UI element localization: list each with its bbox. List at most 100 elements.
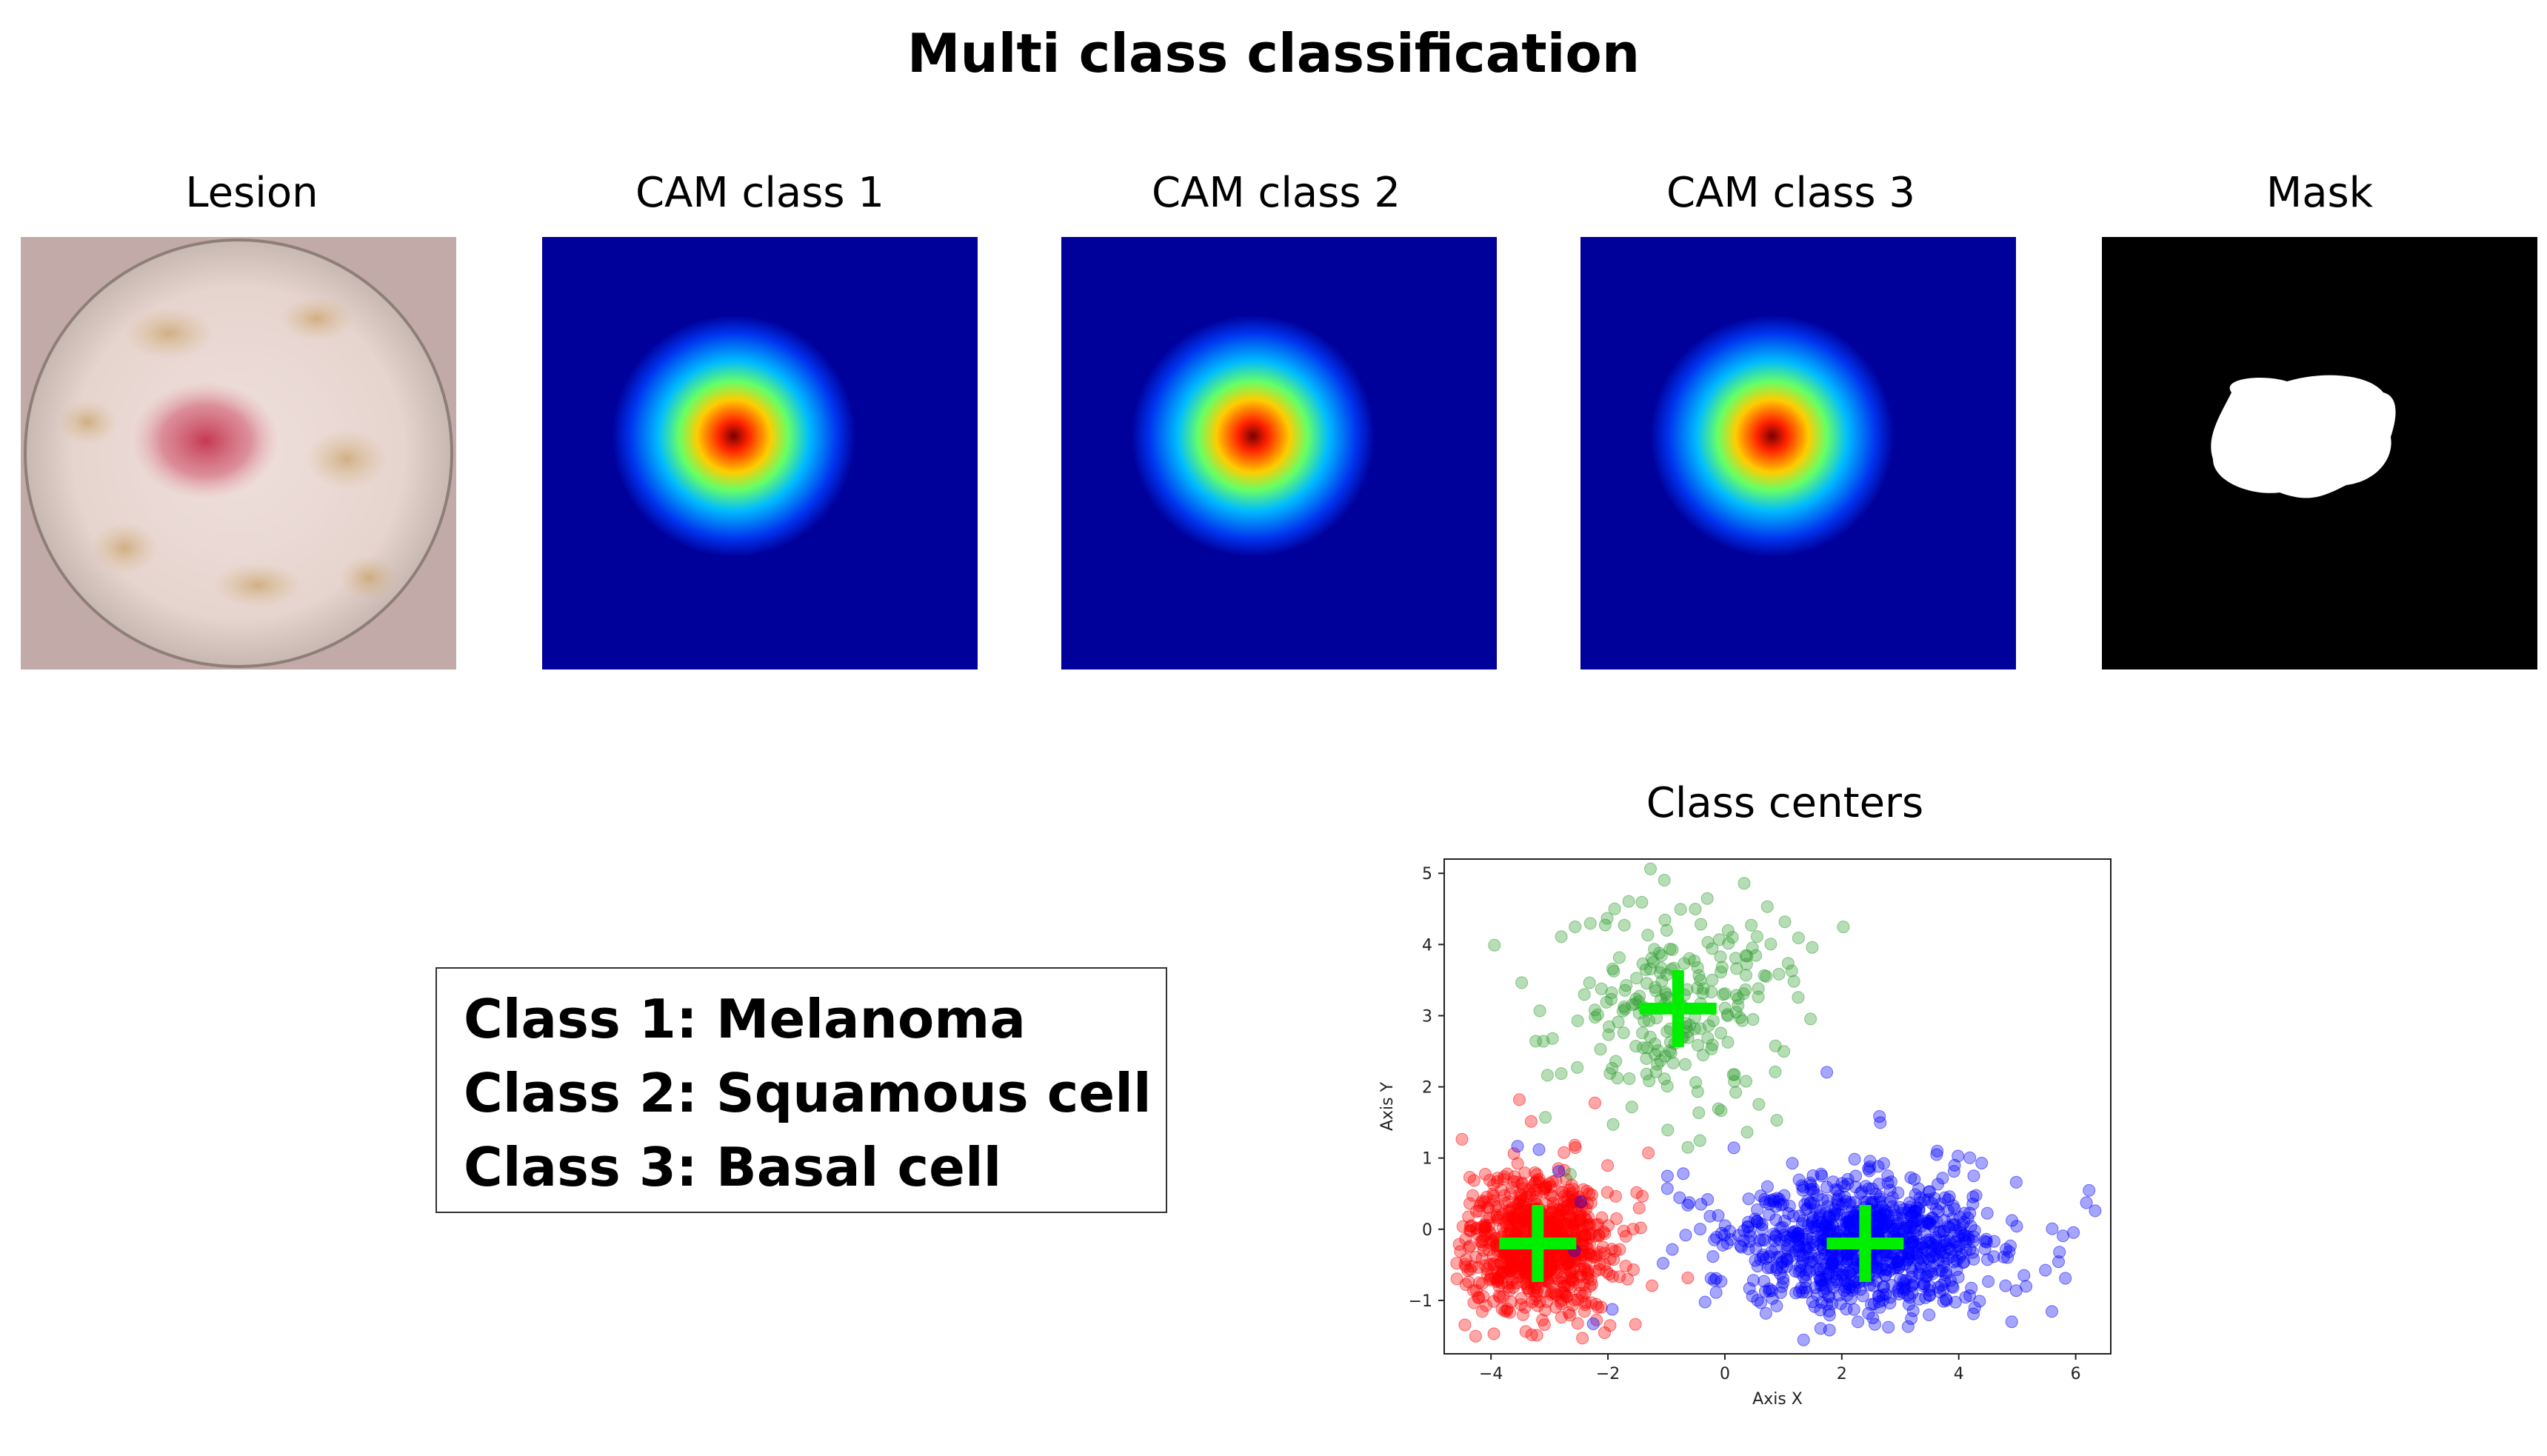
scatter-point xyxy=(1546,1202,1559,1215)
scatter-point xyxy=(1658,874,1671,886)
scatter-point xyxy=(1937,1295,1950,1308)
scatter-point xyxy=(1750,930,1763,944)
scatter-point xyxy=(1842,1266,1855,1279)
scatter-point xyxy=(1478,1195,1491,1209)
scatter-point xyxy=(1608,902,1621,915)
scatter-point xyxy=(1586,1318,1600,1330)
scatter-point xyxy=(1472,1291,1486,1304)
scatter-point xyxy=(1712,1209,1725,1222)
scatter-point xyxy=(1732,992,1745,1005)
scatter-point xyxy=(1607,964,1620,978)
class-legend: Class 1: Melanoma Class 2: Squamous cell… xyxy=(435,967,1167,1213)
scatter-point xyxy=(1545,1263,1558,1277)
scatter-point xyxy=(1906,1235,1920,1249)
scatter-point xyxy=(1740,969,1752,982)
scatter-point xyxy=(1751,1203,1764,1216)
scatter-point xyxy=(1694,1223,1707,1236)
scatter-point xyxy=(1618,918,1631,932)
y-tick-label: 3 xyxy=(1422,1007,1432,1026)
scatter-point xyxy=(1502,1195,1515,1209)
scatter-point xyxy=(1922,1193,1935,1206)
scatter-point xyxy=(1630,1186,1643,1199)
scatter-point xyxy=(1827,1209,1840,1223)
scatter-point xyxy=(1891,1255,1904,1269)
scatter-point xyxy=(1820,1066,1834,1079)
scatter-point xyxy=(1641,929,1655,942)
scatter-point xyxy=(1564,1203,1578,1216)
scatter-point xyxy=(1755,1189,1767,1203)
scatter-point xyxy=(1609,1189,1622,1203)
scatter-point xyxy=(1612,951,1626,964)
scatter-point xyxy=(1929,1231,1942,1244)
scatter-point xyxy=(1862,1162,1875,1175)
scatter-point xyxy=(1627,1263,1640,1276)
scatter-point xyxy=(1900,1220,1914,1233)
scatter-point xyxy=(1606,1270,1619,1283)
scatter-point xyxy=(1721,924,1735,937)
scatter-point xyxy=(1912,1292,1926,1306)
scatter-point xyxy=(1852,1315,1865,1329)
scatter-point xyxy=(1643,1075,1656,1087)
scatter-point xyxy=(1963,1151,1977,1164)
scatter-point xyxy=(1560,1199,1574,1212)
scatter-point xyxy=(1649,1065,1663,1078)
scatter-point xyxy=(1770,1114,1783,1127)
scatter-point xyxy=(1576,1332,1589,1345)
scatter-point xyxy=(1917,1279,1930,1292)
scatter-point xyxy=(1786,1157,1799,1170)
scatter-point xyxy=(1488,938,1501,952)
scatter-point xyxy=(1578,988,1591,1001)
scatter-point xyxy=(1563,1168,1577,1181)
scatter-point xyxy=(1663,1044,1677,1058)
scatter-point xyxy=(1642,1146,1655,1160)
scatter-point xyxy=(1515,976,1529,989)
scatter-point xyxy=(1900,1206,1914,1220)
scatter-point xyxy=(1975,1157,1989,1169)
scatter-point xyxy=(1777,1272,1790,1285)
scatter-point xyxy=(1757,1251,1770,1263)
scatter-point xyxy=(1826,1297,1839,1310)
scatter-point xyxy=(1706,942,1719,955)
scatter-point xyxy=(1619,1260,1632,1272)
scatter-point xyxy=(1679,1229,1692,1242)
scatter-point xyxy=(1981,1253,1994,1266)
scatter-point xyxy=(1643,1030,1657,1043)
scatter-point xyxy=(1613,1270,1626,1283)
y-tick-label: −1 xyxy=(1409,1292,1432,1311)
scatter-point xyxy=(1930,1148,1943,1161)
scatter-point xyxy=(1629,1318,1642,1331)
scatter-point xyxy=(1605,986,1618,999)
scatter-point xyxy=(1795,1179,1809,1192)
scatter-point xyxy=(1777,1045,1791,1058)
scatter-point xyxy=(1914,1260,1927,1274)
scatter-point xyxy=(1952,1271,1965,1283)
scatter-point xyxy=(1785,964,1798,978)
scatter-point xyxy=(1605,1243,1618,1256)
scatter-point xyxy=(1739,983,1752,996)
scatter-point xyxy=(1775,1198,1788,1212)
scatter-point xyxy=(1623,1072,1636,1085)
scatter-point xyxy=(1504,1260,1518,1273)
scatter-point xyxy=(1743,1225,1756,1238)
scatter-point xyxy=(1475,1252,1489,1265)
scatter-point xyxy=(1492,1289,1506,1303)
cam-class-2-heatmap xyxy=(1061,237,1497,669)
scatter-point xyxy=(1479,1299,1492,1312)
x-tick-label: −2 xyxy=(1596,1365,1620,1383)
y-tick-label: 0 xyxy=(1422,1221,1432,1240)
scatter-point xyxy=(1919,1291,1932,1304)
scatter-point xyxy=(1862,1307,1875,1320)
scatter-point xyxy=(1701,1193,1715,1206)
scatter-point xyxy=(1555,930,1568,944)
scatter-point xyxy=(1759,1306,1772,1320)
scatter-point xyxy=(1538,1182,1552,1195)
scatter-point xyxy=(1932,1280,1945,1294)
scatter-point xyxy=(1487,1194,1500,1207)
scatter-point xyxy=(1589,1096,1601,1109)
scatter-point xyxy=(1751,1294,1764,1307)
scatter-point xyxy=(1967,1252,1980,1266)
scatter-point xyxy=(1778,1215,1792,1228)
scatter-point xyxy=(1999,1279,2012,1292)
scatter-point xyxy=(1531,1299,1544,1312)
scatter-point xyxy=(1530,1329,1543,1342)
